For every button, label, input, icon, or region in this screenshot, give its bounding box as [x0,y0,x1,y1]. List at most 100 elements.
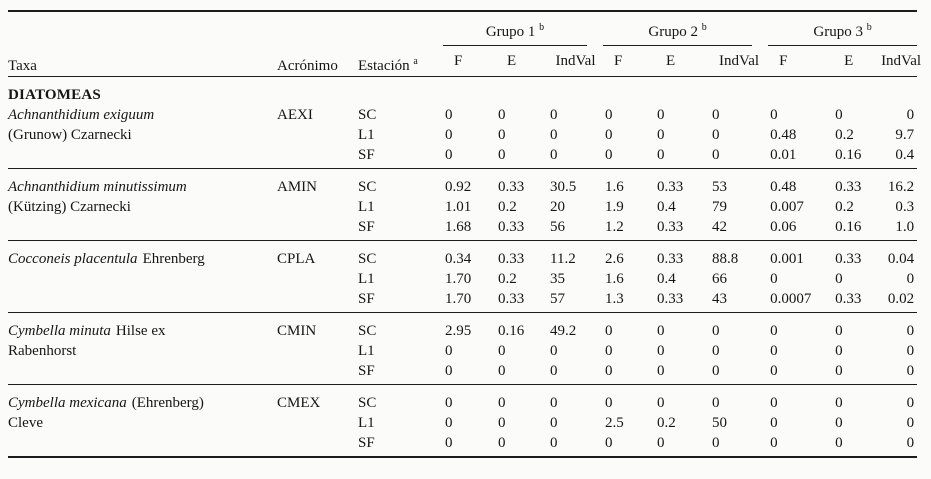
value-cell: 50 [712,415,728,431]
station-cell: SC [358,251,377,267]
value-cell: 0 [550,415,558,431]
value-cell: 0 [498,343,506,359]
station-row: SF 0 0 0 0 0 0 0.01 0.16 0.4 [8,145,917,169]
value-cell: 1.0 [895,219,915,235]
acronym-cell: AEXI [277,107,313,123]
value-cell: 0 [906,395,915,411]
value-cell: 0 [906,415,915,431]
value-cell: 1.6 [605,271,624,287]
value-cell: 0.16 [835,147,862,163]
value-cell: 0.2 [835,127,854,143]
taxa-cell: Cymbella mexicana (Ehrenberg) Cleve [8,385,277,458]
acronym-cell: CPLA [277,251,316,267]
value-cell: 57 [550,291,565,307]
value-cell: 0 [445,343,453,359]
value-cell: 0 [712,395,720,411]
station-row: L1 1.01 0.2 20 1.9 0.4 79 0.007 0.2 0.3 [8,197,917,217]
value-cell: 0.2 [498,271,517,287]
section-heading: DIATOMEAS [8,87,101,103]
value-cell: 0.01 [770,147,797,163]
value-cell: 0 [770,343,778,359]
value-cell: 0 [445,147,453,163]
station-row: SF 0 0 0 0 0 0 0 0 0 [8,433,917,457]
value-cell: 0 [906,343,915,359]
table-header: Taxa Acrónimo Estación a Grupo 1 b Grupo… [8,11,922,77]
value-cell: 0 [550,363,558,379]
col-header-acronimo: Acrónimo [277,11,358,77]
taxa-cell: Achnanthidium minutissimum (Kützing) Cza… [8,169,277,241]
taxa-name-italic: Achnanthidium minutissimum [8,179,187,195]
value-cell: 0 [605,107,613,123]
value-cell: 0 [712,343,720,359]
station-cell: L1 [358,271,375,287]
value-cell: 0 [657,395,665,411]
col-header-grupo-1: Grupo 1 b [443,11,603,46]
value-cell: 0 [906,271,915,287]
header-row-subcolumns: F E IndVal F E IndVal F E IndVal [8,46,922,77]
value-cell: 0 [906,363,915,379]
value-cell: 0.33 [498,291,525,307]
taxa-authority-line2: Cleve [8,415,43,431]
subcol-indval-3: IndVal [881,53,922,69]
value-cell: 0 [605,127,613,143]
value-cell: 0.33 [498,219,525,235]
value-cell: 1.70 [445,291,472,307]
value-cell: 0.4 [657,199,676,215]
value-cell: 0.16 [498,323,525,339]
value-cell: 20 [550,199,565,215]
value-cell: 0 [906,435,915,451]
subcol-f-1: F [454,53,463,69]
value-cell: 0.48 [770,179,797,195]
value-cell: 0.33 [498,179,525,195]
value-cell: 0 [712,147,720,163]
station-row: Cocconeis placentula Ehrenberg CPLA SC 0.… [8,241,917,270]
value-cell: 0 [657,343,665,359]
value-cell: 0 [835,323,843,339]
subcol-e-2: E [666,53,676,69]
value-cell: 0 [445,127,453,143]
taxa-authority: (Ehrenberg) [131,395,204,411]
value-cell: 0 [550,107,558,123]
value-cell: 66 [712,271,728,287]
value-cell: 0 [657,435,665,451]
station-row: L1 0 0 0 0 0 0 0.48 0.2 9.7 [8,125,917,145]
value-cell: 0 [770,415,778,431]
value-cell: 0 [657,127,665,143]
value-cell: 0.007 [770,199,804,215]
value-cell: 0 [712,127,720,143]
value-cell: 11.2 [550,251,576,267]
value-cell: 0.0007 [770,291,812,307]
value-cell: 0.34 [445,251,472,267]
value-cell: 56 [550,219,565,235]
value-cell: 0 [770,395,778,411]
station-cell: SF [358,363,375,379]
value-cell: 0 [657,363,665,379]
value-cell: 0.33 [657,291,684,307]
acronimo-label: Acrónimo [277,58,338,74]
col-header-estacion: Estación a [358,11,443,77]
station-row: SF 0 0 0 0 0 0 0 0 0 [8,361,917,385]
value-cell: 0.2 [835,199,854,215]
station-cell: SC [358,395,377,411]
value-cell: 0.4 [895,147,915,163]
value-cell: 0 [770,323,778,339]
subcol-f-3: F [779,53,788,69]
value-cell: 0 [906,107,915,123]
taxa-name-italic: Cocconeis placentula [8,251,138,267]
value-cell: 1.6 [605,179,624,195]
station-cell: SF [358,435,375,451]
value-cell: 1.68 [445,219,472,235]
taxa-cell: Cymbella minuta Hilse ex Rabenhorst [8,313,277,385]
taxa-authority-line2: (Kützing) Czarnecki [8,199,131,215]
value-cell: 1.70 [445,271,472,287]
value-cell: 0 [657,323,665,339]
taxa-authority: Ehrenberg [142,251,205,267]
grupo-2-label: Grupo 2 [648,24,698,40]
value-cell: 2.5 [605,415,624,431]
taxa-name-italic: Achnanthidium exiguum [8,107,155,123]
value-cell: 0.2 [657,415,676,431]
value-cell: 0.2 [498,199,517,215]
station-cell: SC [358,323,377,339]
col-header-taxa: Taxa [8,11,277,77]
value-cell: 0.33 [835,291,862,307]
